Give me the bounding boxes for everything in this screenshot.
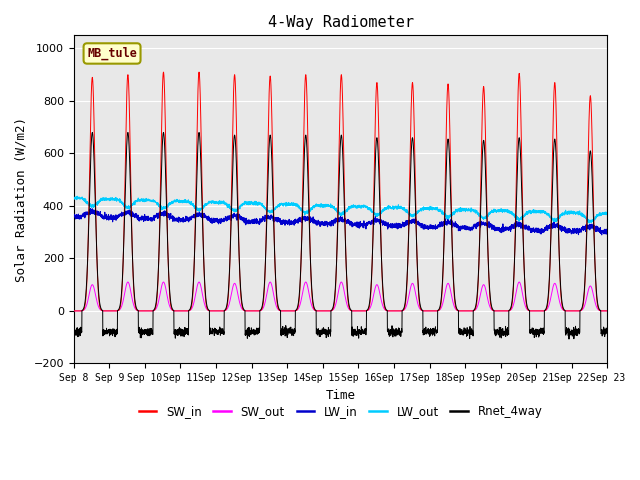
Text: MB_tule: MB_tule	[87, 47, 137, 60]
Title: 4-Way Radiometer: 4-Way Radiometer	[268, 15, 413, 30]
Legend: SW_in, SW_out, LW_in, LW_out, Rnet_4way: SW_in, SW_out, LW_in, LW_out, Rnet_4way	[134, 401, 547, 423]
X-axis label: Time: Time	[326, 389, 356, 402]
Y-axis label: Solar Radiation (W/m2): Solar Radiation (W/m2)	[15, 117, 28, 282]
